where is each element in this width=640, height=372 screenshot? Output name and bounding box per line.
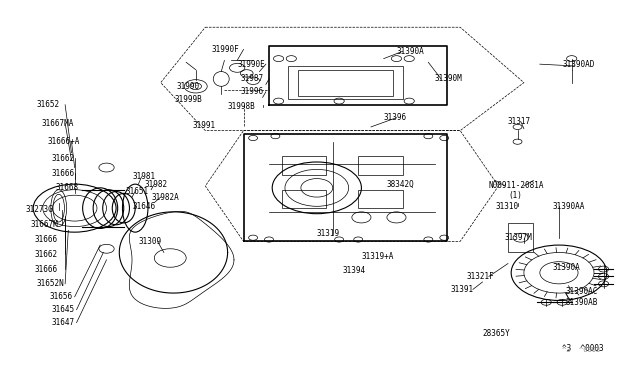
Text: 31390A: 31390A	[552, 263, 580, 272]
Text: 31667M: 31667M	[30, 220, 58, 229]
Text: 31647: 31647	[51, 318, 74, 327]
Text: 31651: 31651	[125, 187, 148, 196]
Text: 31317: 31317	[508, 117, 531, 126]
Text: 31666: 31666	[51, 169, 74, 177]
Text: 31319: 31319	[317, 230, 340, 238]
Text: (1): (1)	[508, 191, 522, 200]
Text: 31656: 31656	[49, 292, 72, 301]
Text: 38342Q: 38342Q	[387, 180, 415, 189]
Text: 31645: 31645	[51, 305, 74, 314]
Text: 31652N: 31652N	[36, 279, 64, 288]
Text: 31652: 31652	[36, 100, 60, 109]
Text: 31999B: 31999B	[175, 95, 202, 104]
Text: 31667MA: 31667MA	[42, 119, 74, 128]
Text: 31390AB: 31390AB	[565, 298, 598, 307]
Text: 31394: 31394	[342, 266, 365, 275]
Text: 31391: 31391	[451, 285, 474, 294]
Text: 31662: 31662	[51, 154, 74, 163]
Text: 31390A: 31390A	[396, 47, 424, 56]
Text: 31321F: 31321F	[467, 272, 494, 281]
Text: 31390AA: 31390AA	[552, 202, 585, 211]
Text: 28365Y: 28365Y	[483, 329, 510, 338]
Text: 31646: 31646	[132, 202, 155, 211]
Text: 31319+A: 31319+A	[362, 251, 394, 261]
Text: 31310: 31310	[495, 202, 518, 211]
Text: N08911-2081A: N08911-2081A	[489, 182, 545, 190]
Text: 31982: 31982	[145, 180, 168, 189]
Text: 31396: 31396	[384, 113, 407, 122]
Text: 31666: 31666	[35, 264, 58, 273]
Text: ^3  ^0003: ^3 ^0003	[562, 344, 604, 353]
Text: 31991: 31991	[193, 121, 216, 129]
Text: 31662: 31662	[35, 250, 58, 259]
Text: 31982A: 31982A	[151, 193, 179, 202]
Text: 31990F: 31990F	[212, 45, 239, 54]
Text: 31666+A: 31666+A	[47, 137, 79, 146]
Text: 31990E: 31990E	[237, 60, 265, 69]
Text: 31987: 31987	[241, 74, 264, 83]
Text: 31397M: 31397M	[505, 233, 532, 242]
Text: 31668: 31668	[56, 183, 79, 192]
Text: 31996: 31996	[241, 87, 264, 96]
Text: 31390M: 31390M	[435, 74, 463, 83]
Text: 31273G: 31273G	[26, 205, 53, 215]
Text: ^3  ^0003: ^3 ^0003	[562, 347, 600, 353]
Text: 31390AD: 31390AD	[562, 60, 595, 69]
Text: 31666: 31666	[35, 235, 58, 244]
Text: 31998B: 31998B	[228, 102, 255, 111]
Text: 31990: 31990	[177, 82, 200, 91]
Text: 31981: 31981	[132, 172, 155, 181]
Text: 31390AC: 31390AC	[565, 287, 598, 296]
Text: 31309: 31309	[138, 237, 161, 246]
